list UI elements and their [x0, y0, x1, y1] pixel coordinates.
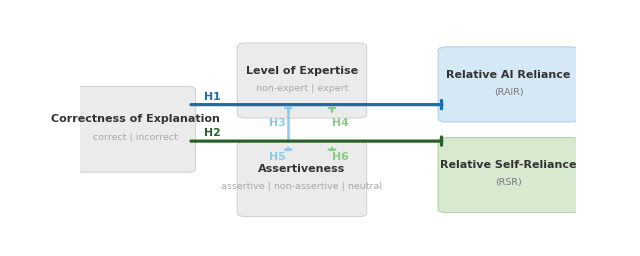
Text: H2: H2 — [204, 128, 221, 138]
Text: Relative AI Reliance: Relative AI Reliance — [446, 70, 571, 80]
Text: Assertiveness: Assertiveness — [259, 164, 346, 174]
FancyBboxPatch shape — [438, 137, 579, 213]
Text: H3: H3 — [269, 118, 286, 128]
Text: Correctness of Explanation: Correctness of Explanation — [51, 114, 220, 124]
FancyBboxPatch shape — [237, 142, 367, 217]
Text: (RSR): (RSR) — [495, 178, 522, 187]
Text: H6: H6 — [332, 152, 348, 162]
Text: H5: H5 — [269, 152, 285, 162]
Text: assertive | non-assertive | neutral: assertive | non-assertive | neutral — [221, 183, 383, 191]
Text: (RAIR): (RAIR) — [493, 88, 524, 97]
FancyBboxPatch shape — [76, 86, 196, 172]
Text: H1: H1 — [204, 92, 221, 102]
Text: H4: H4 — [332, 118, 348, 128]
FancyBboxPatch shape — [237, 43, 367, 118]
FancyBboxPatch shape — [438, 47, 579, 122]
Text: Level of Expertise: Level of Expertise — [246, 66, 358, 76]
Text: correct | incorrect: correct | incorrect — [93, 133, 178, 142]
Text: non-expert | expert: non-expert | expert — [256, 84, 348, 93]
Text: Relative Self-Reliance: Relative Self-Reliance — [440, 160, 577, 170]
